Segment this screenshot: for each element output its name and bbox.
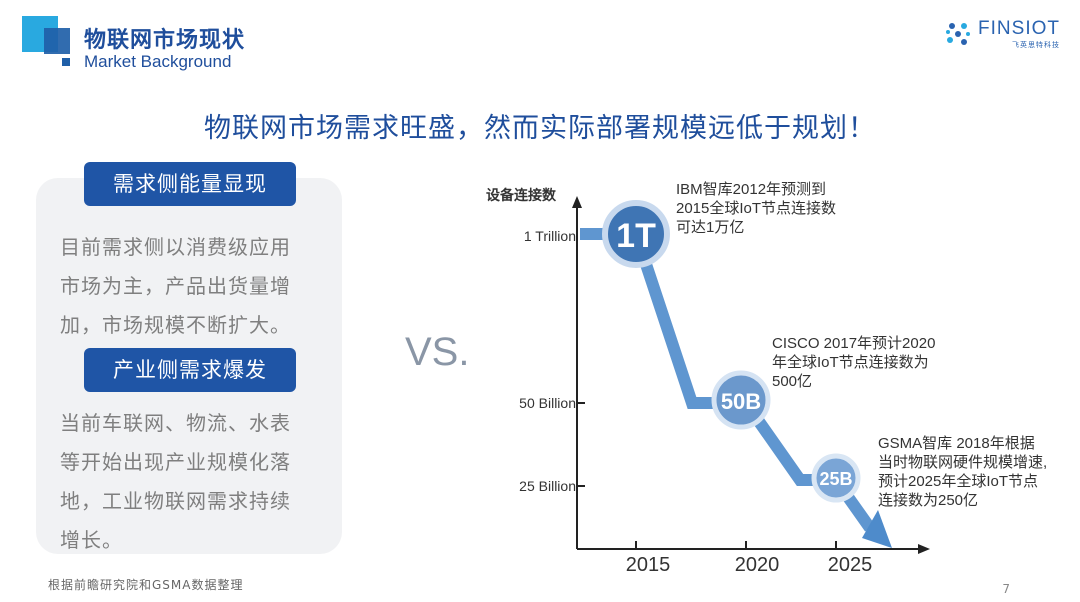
y-tick-label: 25 Billion [519,478,576,494]
annotation-line: 预计2025年全球IoT节点 [878,473,1039,490]
bubble-25b [811,453,861,503]
brand-subtitle: 飞英思特科技 [1012,41,1060,49]
industry-side-text: 当前车联网、物流、水表 等开始出现产业规模化落 地，工业物联网需求持续 增长。 [60,404,330,560]
annotation-line: GSMA智库 2018年根据 [878,435,1035,452]
point-50b: 50B [711,370,771,430]
x-tick-label: 2020 [734,554,780,576]
text-line: 增长。 [60,528,123,552]
x-tick-label: 2025 [827,554,873,576]
annotation-ibm: IBM智库2012年预测到 2015全球IoT节点连接数 可达1万亿 [676,180,836,237]
logo-square-small [62,58,70,66]
annotation-cisco: CISCO 2017年预计2020 年全球IoT节点连接数为 500亿 [772,334,935,391]
annotation-line: IBM智库2012年预测到 [676,181,827,198]
bubble-50b [711,370,771,430]
annotation-line: 2015全球IoT节点连接数 [676,200,837,217]
vs-text: VS. [405,330,470,374]
page-subtitle: Market Background [84,52,232,71]
annotation-line: 500亿 [772,373,813,390]
trend-arrow [862,510,892,548]
annotation-line: 当时物联网硬件规模增速, [878,454,1048,471]
y-axis-arrow [572,196,582,208]
chart-y-title: 设备连接数 [486,188,556,204]
point-1t: 1T [602,200,670,268]
bubble-label: 50B [721,389,761,414]
headline: 物联网市场需求旺盛，然而实际部署规模远低于规划！ [204,113,876,144]
demand-side-text: 目前需求侧以消费级应用 市场为主，产品出货量增 加，市场规模不断扩大。 [60,228,330,345]
x-axis-arrow [918,544,930,554]
text-line: 地，工业物联网需求持续 [60,489,291,513]
text-line: 当前车联网、物流、水表 [60,411,291,435]
demand-side-badge: 需求侧能量显现 [84,162,296,206]
y-tick-label: 50 Billion [519,395,576,411]
source-note: 根据前瞻研究院和GSMA数据整理 [48,578,244,592]
logo-square-dark [44,28,70,54]
point-25b: 25B [811,453,861,503]
annotation-line: CISCO 2017年预计2020 [772,335,936,352]
logo-squares [22,16,78,72]
annotation-gsma: GSMA智库 2018年根据 当时物联网硬件规模增速, 预计2025年全球IoT… [878,434,1047,510]
bubble-label: 25B [819,469,852,489]
y-tick-label: 1 Trillion [523,228,576,244]
annotation-line: 连接数为250亿 [878,492,979,509]
annotation-line: 可达1万亿 [676,219,745,236]
x-tick-label: 2015 [625,554,671,576]
annotation-line: 年全球IoT节点连接数为 [772,354,929,371]
text-line: 等开始出现产业规模化落 [60,450,291,474]
industry-side-badge: 产业侧需求爆发 [84,348,296,392]
bubble-label: 1T [616,217,656,255]
bubble-1t [602,200,670,268]
text-line: 目前需求侧以消费级应用 [60,235,291,259]
page-number: 7 [1002,582,1010,596]
brand-name: FINSIOT [978,18,1060,39]
finsiot-logo-icon [946,23,971,45]
brand-logo: FINSIOT 飞英思特科技 [944,18,1060,50]
page-title: 物联网市场现状 [84,28,246,53]
text-line: 市场为主，产品出货量增 [60,274,291,298]
connections-chart: 1T 50B 25B [572,196,930,554]
text-line: 加，市场规模不断扩大。 [60,313,291,337]
